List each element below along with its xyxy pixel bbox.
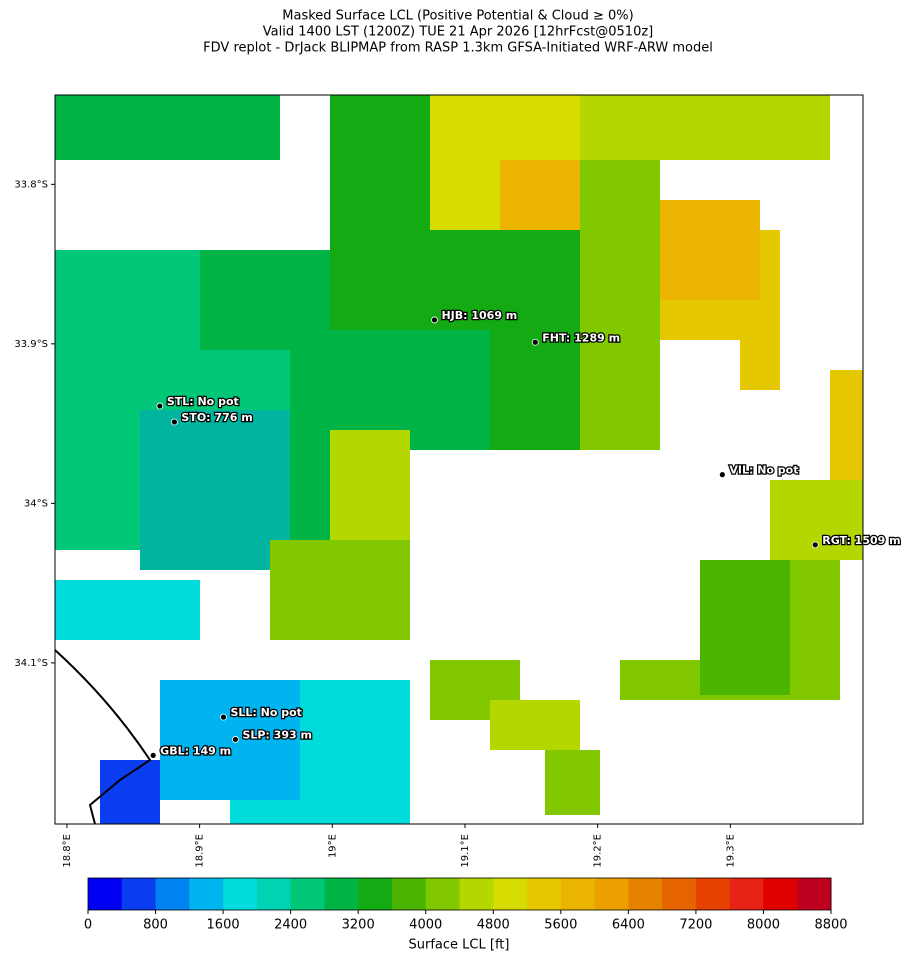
colorbar-segment	[290, 878, 325, 910]
x-tick-label: 19°E	[327, 834, 338, 858]
y-tick-label: 34°S	[24, 498, 48, 509]
station-marker	[718, 471, 726, 479]
colorbar-tick-label: 0	[84, 918, 92, 933]
station-label: HJB: 1069 m	[441, 309, 517, 322]
station-label: FHT: 1289 m	[542, 331, 620, 344]
station-marker	[811, 541, 819, 549]
colorbar-segment	[493, 878, 528, 910]
colorbar-segment	[560, 878, 596, 910]
x-tick-label: 18.8°E	[62, 834, 73, 868]
colorbar-segment	[391, 878, 427, 910]
x-tick-label: 19.1°E	[460, 834, 471, 868]
colorbar-segment	[527, 878, 562, 910]
colorbar-tick-label: 8000	[747, 918, 780, 933]
title-line: Masked Surface LCL (Positive Potential &…	[282, 9, 633, 24]
station-marker	[232, 736, 239, 743]
colorbar-segment	[155, 878, 190, 910]
station-marker	[220, 713, 227, 721]
colorbar-tick-label: 1600	[207, 918, 240, 933]
colorbar-frame	[87, 877, 832, 911]
colorbar-tick-label: 4000	[409, 918, 442, 933]
station-label: RGT: 1509 m	[822, 534, 900, 547]
colorbar-tick-label: 3200	[342, 918, 375, 933]
y-tick-label: 33.9°S	[14, 339, 48, 350]
station-label: GBL: 149 m	[160, 744, 231, 757]
colorbar-tick-label: 5600	[544, 918, 577, 933]
x-tick-label: 18.9°E	[195, 834, 206, 868]
station-label: SLP: 393 m	[242, 728, 311, 741]
colorbar-segment	[459, 878, 494, 910]
colorbar-tick-label: 4800	[477, 918, 510, 933]
colorbar-tick-label: 8800	[814, 918, 847, 933]
y-tick-label: 34.1°S	[14, 658, 48, 669]
station-label: STL: No pot	[167, 395, 239, 408]
colorbar-segment	[729, 878, 764, 910]
station-marker	[149, 752, 157, 759]
colorbar-segment	[594, 878, 629, 910]
station-marker	[531, 338, 539, 346]
colorbar-segment	[88, 878, 123, 910]
colorbar-label: Surface LCL [ft]	[409, 938, 510, 953]
colorbar-tick-label: 800	[143, 918, 168, 933]
colorbar-segment	[425, 878, 460, 910]
x-tick-label: 19.2°E	[593, 834, 604, 868]
raster	[55, 95, 863, 824]
colorbar-segment	[121, 878, 157, 910]
station-label: STO: 776 m	[181, 411, 252, 424]
colorbar-segment	[763, 878, 798, 910]
colorbar-tick-label: 6400	[612, 918, 645, 933]
colorbar-segment	[223, 878, 258, 910]
station-marker	[156, 402, 164, 410]
colorbar-segment	[662, 878, 697, 910]
station-marker	[171, 418, 178, 426]
y-tick-label: 33.8°S	[14, 179, 48, 190]
colorbar-segment	[628, 878, 663, 910]
map-frame	[54, 94, 864, 825]
colorbar-segment	[695, 878, 731, 910]
colorbar-segment	[189, 878, 224, 910]
station-label: SLL: No pot	[230, 706, 301, 719]
x-tick-label: 19.3°E	[725, 834, 736, 868]
colorbar-tick-label: 7200	[679, 918, 712, 933]
colorbar-segment	[324, 878, 359, 910]
title-line: FDV replot - DrJack BLIPMAP from RASP 1.…	[203, 41, 713, 56]
colorbar-segment	[797, 878, 832, 910]
station-label: VIL: No pot	[729, 464, 798, 477]
colorbar-tick-label: 2400	[274, 918, 307, 933]
colorbar-segment	[358, 878, 393, 910]
station-marker	[431, 316, 438, 324]
title-line: Valid 1400 LST (1200Z) TUE 21 Apr 2026 […	[263, 25, 654, 40]
colorbar-segment	[256, 878, 292, 910]
